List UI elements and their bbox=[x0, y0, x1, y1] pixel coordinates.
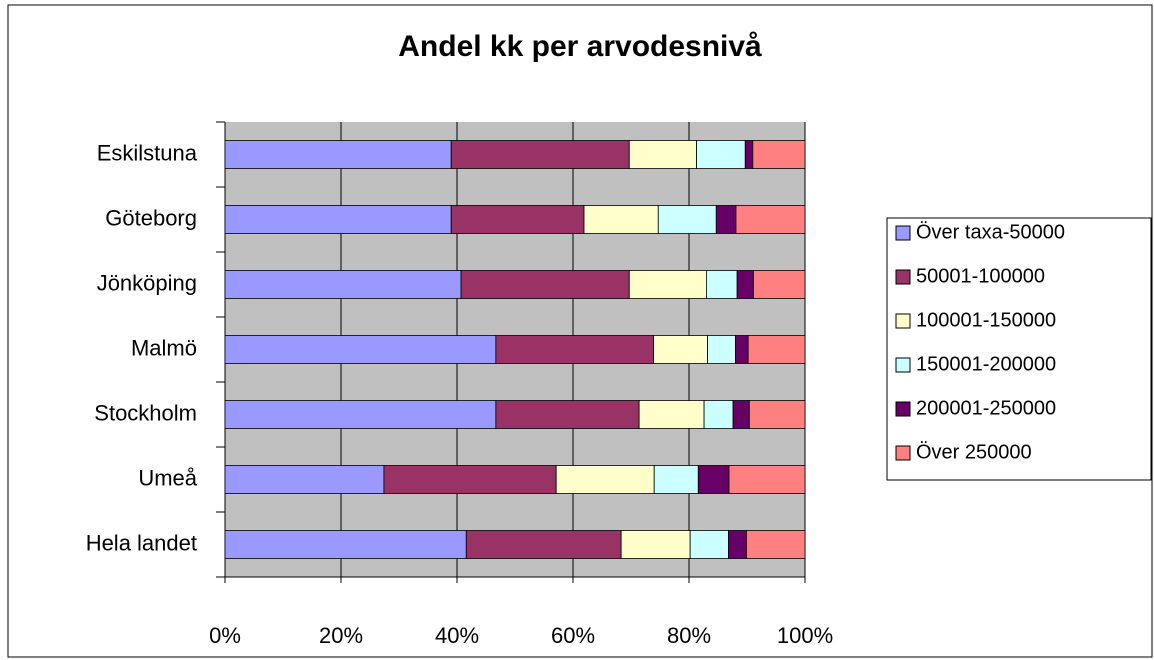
bar-segment bbox=[555, 465, 655, 494]
y-tick-label: Hela landet bbox=[86, 530, 197, 555]
legend-label: 100001-150000 bbox=[916, 309, 1056, 331]
x-tick-label: 60% bbox=[551, 623, 595, 648]
bar-segment bbox=[728, 530, 747, 559]
bar-segment bbox=[728, 465, 806, 494]
bar-segment bbox=[495, 335, 655, 364]
bar-segment bbox=[689, 530, 729, 559]
y-tick-label: Jönköping bbox=[97, 270, 197, 295]
legend-label: 50001-100000 bbox=[916, 265, 1045, 287]
bar-segment bbox=[696, 140, 746, 169]
bar-segment bbox=[495, 400, 640, 429]
bar-segment bbox=[653, 335, 708, 364]
bar-segment bbox=[620, 530, 691, 559]
legend-label: 150001-200000 bbox=[916, 353, 1056, 375]
y-tick-label: Umeå bbox=[138, 465, 197, 490]
bar-segment bbox=[224, 335, 497, 364]
bar-segment bbox=[450, 140, 630, 169]
x-tick-label: 80% bbox=[667, 623, 711, 648]
bar-segment bbox=[715, 205, 737, 234]
bar-segment bbox=[697, 465, 730, 494]
bar-segment bbox=[583, 205, 659, 234]
legend-swatch bbox=[895, 313, 911, 329]
x-tick-label: 20% bbox=[319, 623, 363, 648]
legend-swatch bbox=[895, 269, 911, 285]
bar-segment bbox=[744, 140, 754, 169]
y-tick-label: Stockholm bbox=[94, 400, 197, 425]
bar-segment bbox=[747, 335, 806, 364]
y-tick-label: Göteborg bbox=[105, 205, 197, 230]
bar-segment bbox=[224, 270, 462, 299]
bar-segment bbox=[746, 530, 806, 559]
legend-swatch bbox=[895, 445, 911, 461]
bar-segment bbox=[735, 335, 749, 364]
bar-segment bbox=[628, 270, 707, 299]
bar-segment bbox=[657, 205, 717, 234]
bar-segment bbox=[752, 140, 806, 169]
bar-segment bbox=[735, 205, 806, 234]
bar-segment bbox=[224, 140, 452, 169]
legend-label: Över 250000 bbox=[916, 441, 1032, 463]
x-tick-label: 40% bbox=[435, 623, 479, 648]
y-tick-label: Eskilstuna bbox=[97, 140, 198, 165]
bar-segment bbox=[224, 530, 467, 559]
bar-segment bbox=[465, 530, 622, 559]
bar-segment bbox=[707, 335, 736, 364]
legend-label: Över taxa-50000 bbox=[916, 221, 1065, 243]
bar-segment bbox=[706, 270, 738, 299]
bar-segment bbox=[383, 465, 557, 494]
bar-segment bbox=[460, 270, 630, 299]
bar-segment bbox=[224, 465, 385, 494]
x-tick-label: 100% bbox=[777, 623, 833, 648]
x-tick-label: 0% bbox=[209, 623, 241, 648]
bar-segment bbox=[450, 205, 585, 234]
y-tick-label: Malmö bbox=[131, 335, 197, 360]
legend-swatch bbox=[895, 225, 911, 241]
legend-swatch bbox=[895, 401, 911, 417]
bar-segment bbox=[752, 270, 806, 299]
legend-box bbox=[886, 217, 1152, 481]
legend-swatch bbox=[895, 357, 911, 373]
bar-segment bbox=[732, 400, 750, 429]
bar-segment bbox=[628, 140, 697, 169]
chart-title: Andel kk per arvodesnivå bbox=[398, 30, 762, 63]
bar-segment bbox=[703, 400, 734, 429]
bar-segment bbox=[736, 270, 754, 299]
bar-segment bbox=[748, 400, 806, 429]
bar-segment bbox=[653, 465, 699, 494]
bar-segment bbox=[638, 400, 705, 429]
bar-segment bbox=[224, 400, 497, 429]
bar-segment bbox=[224, 205, 452, 234]
legend-label: 200001-250000 bbox=[916, 397, 1056, 419]
